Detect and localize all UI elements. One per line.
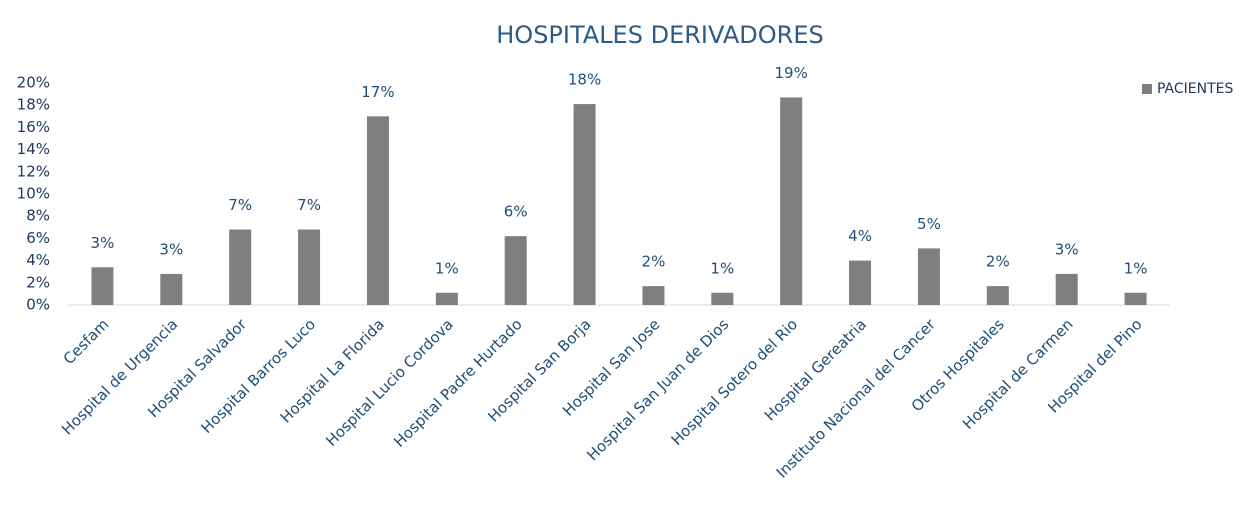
value-label: 19% [775,64,808,82]
bar [986,286,1009,305]
bar [917,248,940,305]
y-tick-label: 8% [26,207,50,225]
bar [573,104,596,305]
bar [780,97,803,306]
value-label: 6% [504,203,528,221]
y-tick-label: 4% [26,251,50,269]
bar [849,260,872,305]
legend-label: PACIENTES [1157,81,1233,97]
x-tick-label: Hospital San Juan de Dios [583,315,732,464]
bar [1055,273,1078,305]
bar [298,229,321,305]
bar [642,286,665,305]
x-tick-label: Cesfam [60,315,113,368]
chart-title: HOSPITALES DERIVADORES [496,21,823,49]
y-tick-label: 12% [17,162,50,180]
value-label: 7% [297,196,321,214]
value-label: 1% [710,259,734,277]
value-label: 2% [986,253,1010,271]
value-label: 17% [361,83,394,101]
bar [711,292,734,305]
legend-swatch [1142,84,1152,94]
bar [160,273,183,305]
bar [435,292,458,305]
value-label: 5% [917,215,941,233]
value-label: 1% [1124,259,1148,277]
y-tick-label: 18% [17,96,50,114]
x-tick-label: Hospital de Urgencia [58,315,181,438]
y-tick-label: 20% [17,74,50,92]
y-tick-label: 16% [17,118,50,136]
bar [229,229,252,305]
value-label: 3% [91,234,115,252]
bar [504,236,527,305]
value-label: 4% [848,227,872,245]
value-label: 3% [1055,240,1079,258]
y-tick-label: 0% [26,296,50,314]
x-tick-label: Hospital Barros Luco [197,315,319,437]
x-tick-label: Hospital Sotero del Rio [668,315,802,449]
value-label: 18% [568,71,601,89]
y-tick-label: 2% [26,273,50,291]
x-tick-label: Hospital Lucio Cordova [322,315,457,450]
x-tick-label: Hospital Padre Hurtado [390,315,525,450]
y-tick-label: 6% [26,229,50,247]
bar [91,267,114,305]
y-tick-label: 10% [17,185,50,203]
value-label: 2% [642,253,666,271]
value-label: 1% [435,259,459,277]
value-label: 3% [159,240,183,258]
y-tick-label: 14% [17,140,50,158]
bar [366,116,389,305]
bar [1124,292,1147,305]
value-label: 7% [228,196,252,214]
